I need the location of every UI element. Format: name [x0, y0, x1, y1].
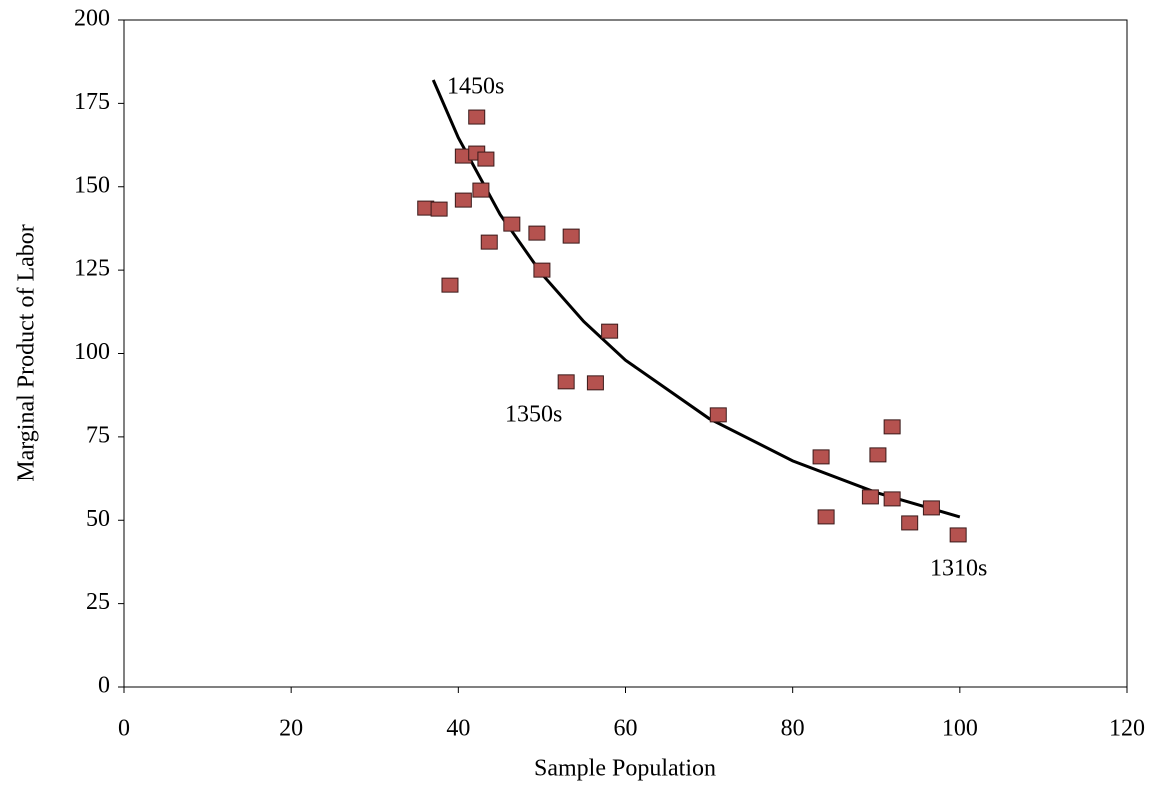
point	[922, 500, 940, 516]
annotation: 1310s	[930, 556, 987, 582]
x-tick-label: 0	[118, 716, 130, 742]
point	[528, 225, 546, 241]
y-tick-label: 75	[86, 422, 110, 448]
point	[949, 527, 967, 543]
y-tick-label: 25	[86, 589, 110, 615]
y-tick-label: 125	[74, 256, 110, 282]
point	[454, 192, 472, 208]
point	[586, 375, 604, 391]
point	[817, 509, 835, 525]
x-tick-label: 60	[614, 716, 638, 742]
point	[472, 182, 490, 198]
point	[601, 323, 619, 339]
point	[812, 449, 830, 465]
annotation: 1450s	[447, 74, 504, 100]
point	[709, 407, 727, 423]
point	[557, 374, 575, 390]
x-tick-label: 120	[1109, 716, 1145, 742]
x-tick-label: 80	[781, 716, 805, 742]
x-tick-label: 40	[446, 716, 470, 742]
y-tick-label: 0	[98, 673, 110, 699]
y-tick-label: 175	[74, 89, 110, 115]
x-axis-label: Sample Population	[534, 756, 716, 782]
y-tick-label: 50	[86, 506, 110, 532]
annotation: 1350s	[505, 402, 562, 428]
point	[480, 234, 498, 250]
x-tick-label: 20	[279, 716, 303, 742]
point	[861, 489, 879, 505]
point	[883, 491, 901, 507]
point	[901, 515, 919, 531]
point	[562, 228, 580, 244]
y-tick-label: 100	[74, 339, 110, 365]
point	[869, 447, 887, 463]
point	[883, 419, 901, 435]
x-tick-label: 100	[942, 716, 978, 742]
point	[441, 277, 459, 293]
point	[503, 216, 521, 232]
trend-line	[431, 79, 961, 519]
plot-frame	[123, 19, 1128, 688]
point	[477, 151, 495, 167]
y-tick-label: 150	[74, 172, 110, 198]
point	[468, 109, 486, 125]
y-tick-label: 200	[74, 6, 110, 32]
y-axis-label: Marginal Product of Labor	[14, 224, 40, 482]
point	[533, 262, 551, 278]
point	[430, 201, 448, 217]
